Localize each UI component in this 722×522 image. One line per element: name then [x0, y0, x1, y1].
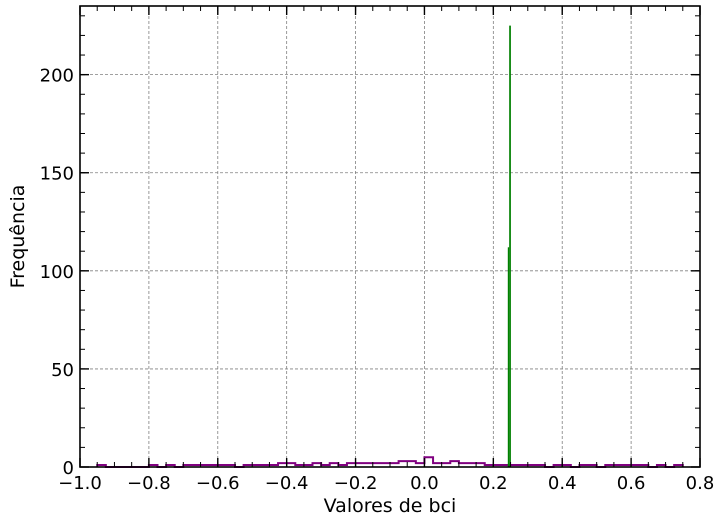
y-tick-label: 200 [40, 66, 74, 87]
x-tick-label: 0.0 [410, 473, 439, 494]
x-tick-label: −0.2 [334, 473, 378, 494]
tick-labels: −1.0 −0.8 −0.6 −0.4 −0.2 0.0 0.2 0.4 0.6 0.8 0 50 10… [40, 66, 715, 494]
y-axis-title: Frequência [7, 185, 29, 289]
x-tick-label: −1.0 [58, 473, 102, 494]
axis-ticks [79, 6, 701, 468]
histogram-bar [507, 247, 510, 467]
grid-lines [80, 6, 700, 467]
x-tick-label: 0.6 [617, 473, 646, 494]
x-tick-label: −0.8 [127, 473, 171, 494]
x-axis-title: Valores de bci [324, 495, 457, 517]
plot-frame [79, 5, 701, 468]
x-tick-label: 0.4 [548, 473, 577, 494]
plot-data [96, 25, 684, 468]
y-tick-label: 150 [40, 164, 74, 185]
x-tick-label: 0.8 [686, 473, 715, 494]
y-tick-label: 50 [51, 360, 74, 381]
x-tick-label: −0.6 [196, 473, 240, 494]
histogram-bar [509, 25, 511, 467]
y-tick-label: 100 [40, 262, 74, 283]
y-tick-label: 0 [63, 458, 74, 479]
x-tick-label: 0.2 [479, 473, 508, 494]
x-tick-label: −0.4 [265, 473, 309, 494]
